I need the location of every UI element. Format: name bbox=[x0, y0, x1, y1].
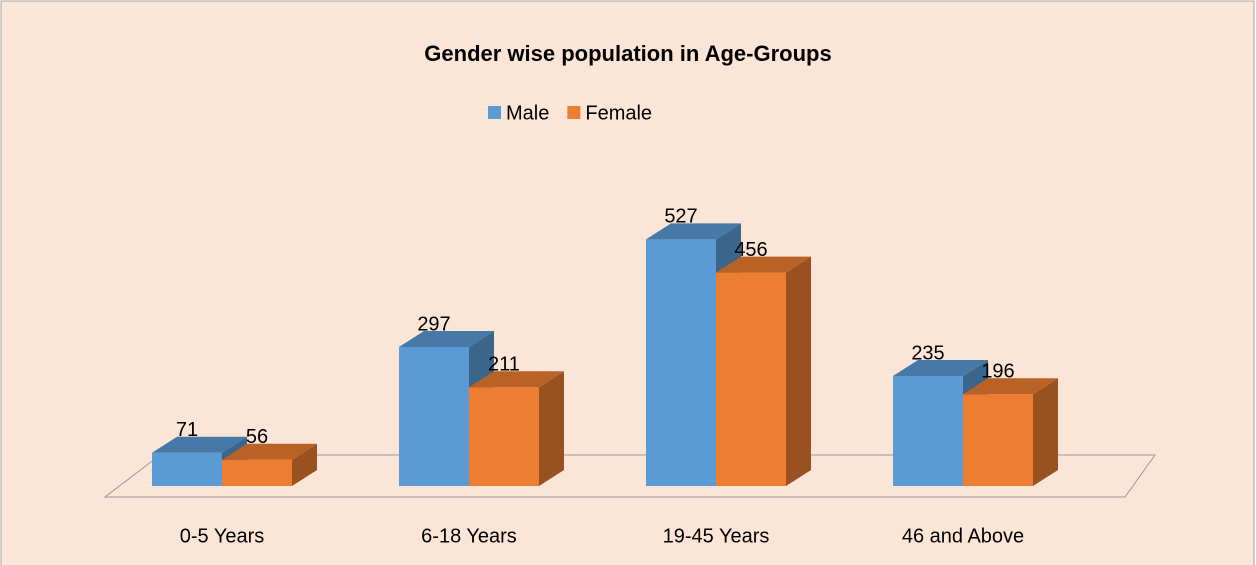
bar bbox=[716, 272, 786, 486]
bar bbox=[399, 347, 469, 486]
bar-top bbox=[646, 223, 741, 240]
x-tick-label: 19-45 Years bbox=[663, 525, 770, 547]
bar-top bbox=[716, 256, 811, 273]
legend-swatch bbox=[567, 106, 581, 119]
bar-top bbox=[222, 443, 317, 460]
bar-side bbox=[539, 371, 564, 486]
bar bbox=[222, 459, 292, 486]
bar bbox=[893, 376, 963, 486]
bar bbox=[963, 394, 1033, 486]
x-tick-label: 0-5 Years bbox=[180, 525, 265, 547]
x-tick-label: 46 and Above bbox=[902, 525, 1024, 547]
data-label: 196 bbox=[981, 361, 1014, 383]
chart-title: Gender wise population in Age-Groups bbox=[424, 41, 831, 66]
bar-top bbox=[152, 436, 247, 453]
bar-side bbox=[1033, 378, 1058, 486]
floor bbox=[103, 454, 1156, 498]
bar-side bbox=[786, 256, 811, 486]
bar bbox=[646, 239, 716, 486]
bar-top bbox=[399, 331, 494, 348]
data-label: 456 bbox=[734, 239, 767, 261]
bar-top bbox=[963, 378, 1058, 395]
data-label: 527 bbox=[664, 206, 697, 228]
bar bbox=[152, 452, 222, 486]
data-label: 297 bbox=[417, 313, 450, 335]
legend-label: Female bbox=[585, 102, 652, 124]
bar-side bbox=[292, 443, 317, 486]
data-label: 71 bbox=[176, 419, 198, 441]
legend-label: Male bbox=[506, 102, 549, 124]
legend-swatch bbox=[488, 106, 501, 119]
bar bbox=[469, 387, 539, 486]
x-tick-label: 6-18 Years bbox=[421, 525, 517, 547]
data-label: 235 bbox=[911, 342, 944, 364]
bar-top bbox=[893, 360, 988, 377]
bar-top bbox=[469, 371, 564, 388]
data-label: 56 bbox=[246, 426, 268, 448]
data-label: 211 bbox=[488, 354, 520, 376]
